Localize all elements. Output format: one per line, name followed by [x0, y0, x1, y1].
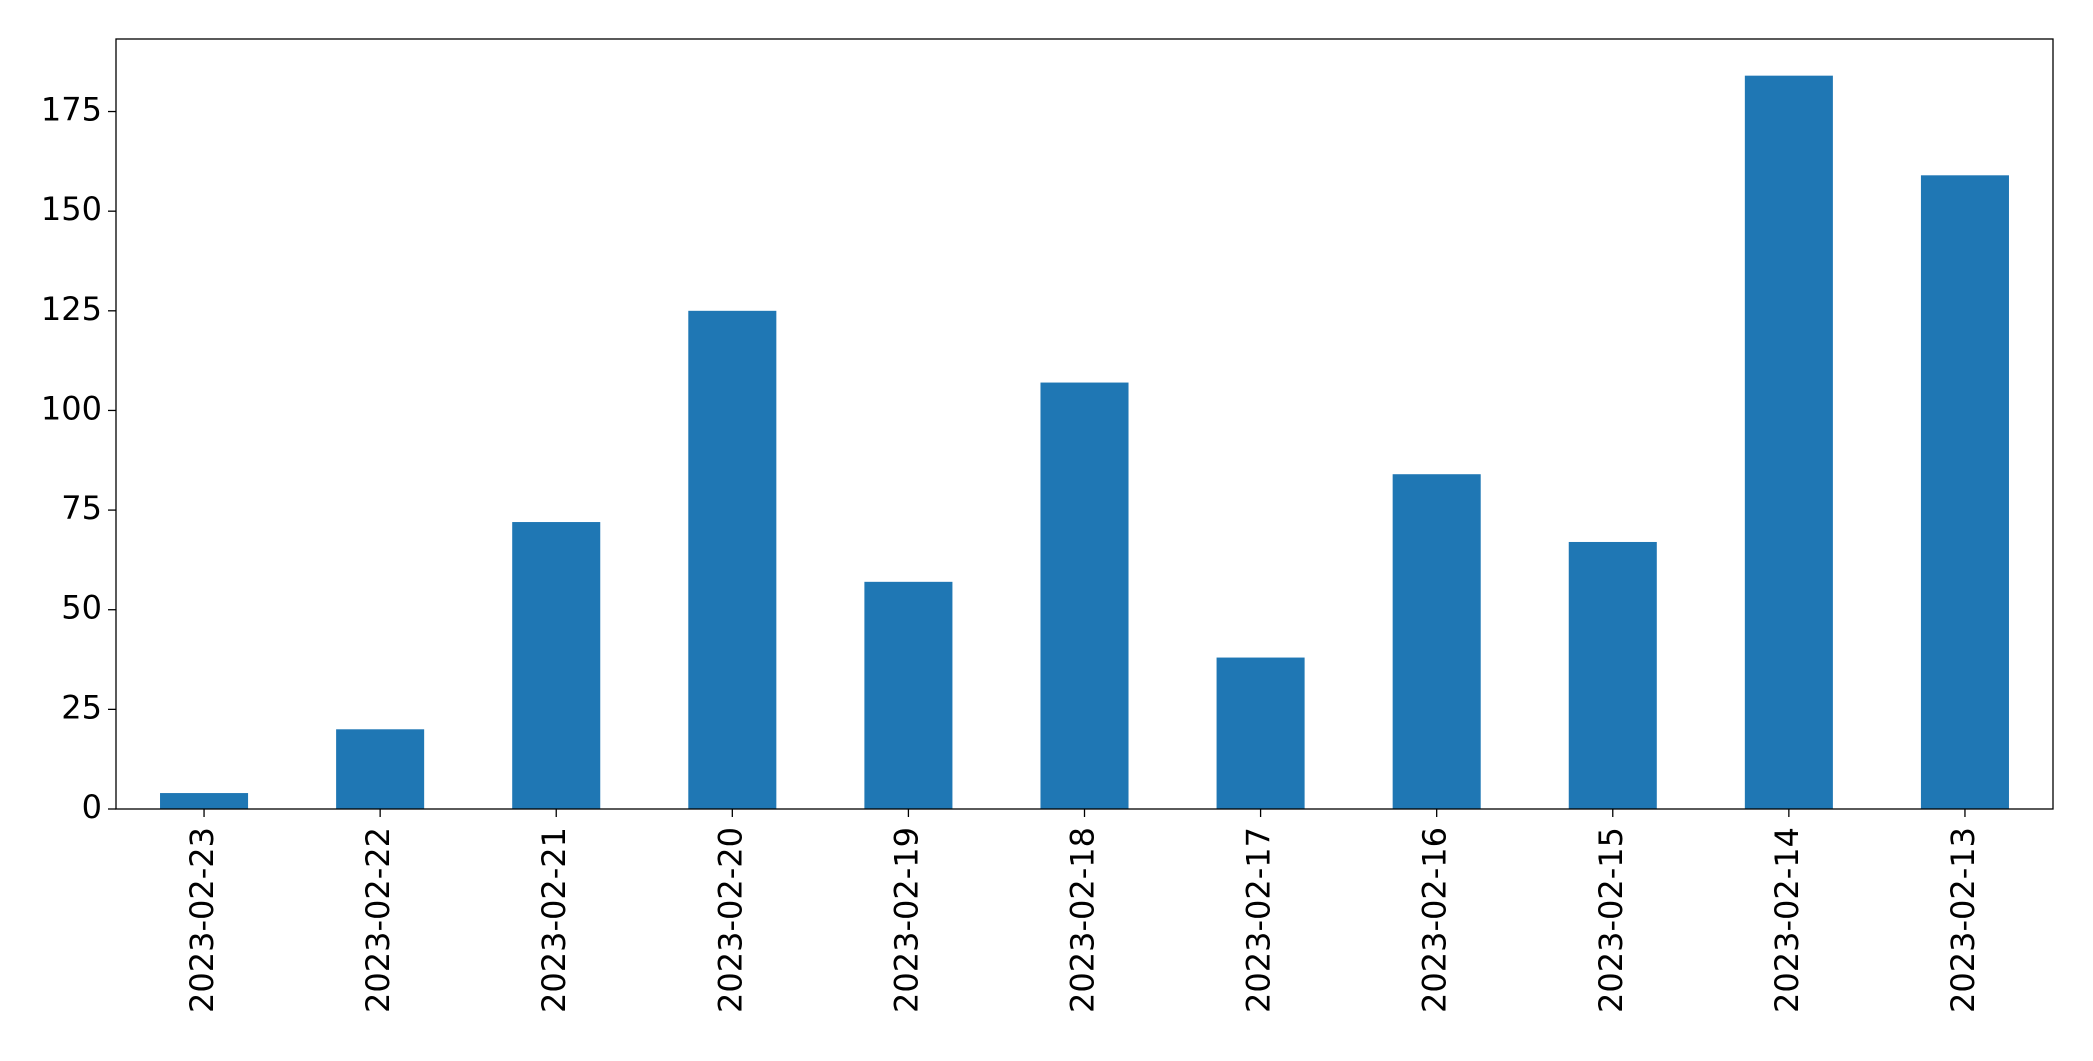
- bar: [512, 522, 601, 809]
- y-tick-label: 25: [61, 688, 102, 726]
- x-tick-label: 2023-02-14: [1768, 827, 1806, 1013]
- x-tick-label: 2023-02-19: [887, 827, 925, 1013]
- y-tick-label: 75: [61, 489, 102, 527]
- bar: [160, 793, 249, 809]
- bar: [1392, 474, 1481, 809]
- x-tick-label: 2023-02-16: [1416, 827, 1454, 1013]
- bar: [1216, 657, 1305, 809]
- plot-frame: [115, 38, 2054, 810]
- bar: [1920, 175, 2009, 810]
- bar: [1040, 382, 1129, 809]
- x-tick-label: 2023-02-18: [1064, 827, 1102, 1013]
- bar: [1568, 541, 1657, 809]
- x-tick-label: 2023-02-23: [183, 827, 221, 1013]
- bar: [688, 310, 777, 809]
- y-tick-label: 50: [61, 589, 102, 627]
- y-tick-label: 100: [41, 389, 102, 427]
- x-tick-label: 2023-02-17: [1240, 827, 1278, 1013]
- bar: [864, 581, 953, 809]
- y-tick-label: 175: [41, 91, 102, 129]
- x-tick-label: 2023-02-21: [535, 827, 573, 1013]
- bar: [1744, 75, 1833, 809]
- y-tick-label: 0: [82, 788, 102, 826]
- y-tick-label: 150: [41, 190, 102, 228]
- x-tick-label: 2023-02-22: [359, 827, 397, 1013]
- bar: [336, 729, 425, 809]
- x-tick-label: 2023-02-20: [711, 827, 749, 1013]
- x-tick-label: 2023-02-15: [1592, 827, 1630, 1013]
- x-tick-label: 2023-02-13: [1944, 827, 1982, 1013]
- y-tick-label: 125: [41, 290, 102, 328]
